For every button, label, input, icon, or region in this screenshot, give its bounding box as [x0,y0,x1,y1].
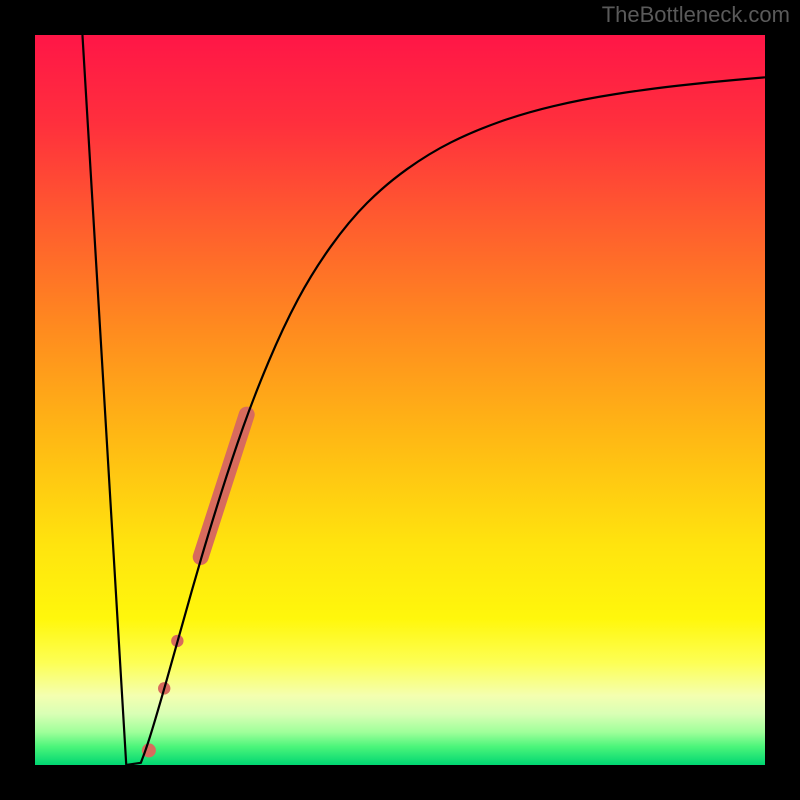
bottleneck-chart [0,0,800,800]
chart-container: TheBottleneck.com [0,0,800,800]
watermark-text: TheBottleneck.com [602,2,790,28]
plot-background [35,35,765,765]
